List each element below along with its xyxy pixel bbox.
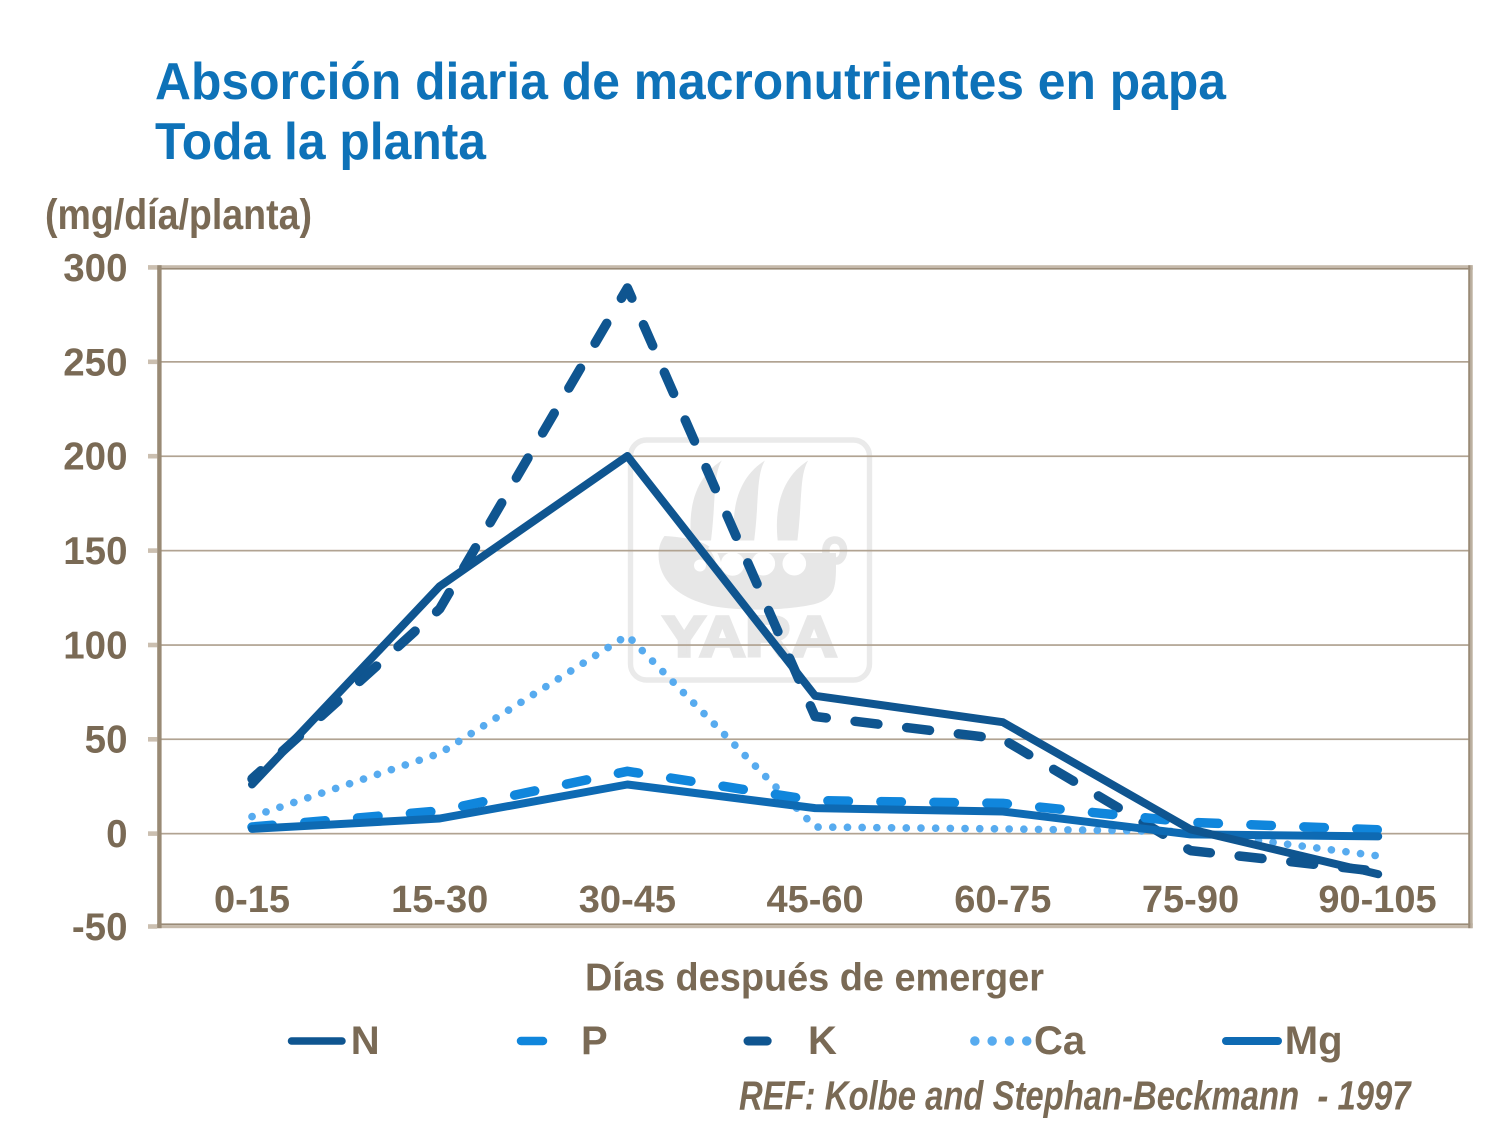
- svg-text:75-90: 75-90: [1142, 879, 1239, 921]
- svg-text:Toda la planta: Toda la planta: [155, 113, 487, 171]
- svg-text:45-60: 45-60: [766, 879, 863, 921]
- svg-text:Días después de emerger: Días después de emerger: [585, 957, 1044, 1000]
- svg-text:N: N: [351, 1019, 380, 1063]
- svg-text:0: 0: [106, 813, 127, 856]
- svg-text:(mg/día/planta): (mg/día/planta): [45, 191, 312, 239]
- svg-text:200: 200: [63, 436, 127, 479]
- svg-text:30-45: 30-45: [579, 879, 676, 921]
- svg-text:50: 50: [85, 719, 128, 762]
- svg-text:0-15: 0-15: [214, 879, 290, 921]
- svg-text:Absorción diaria de macronutri: Absorción diaria de macronutrientes en p…: [155, 53, 1227, 111]
- svg-text:300: 300: [63, 247, 127, 290]
- svg-text:15-30: 15-30: [391, 879, 488, 921]
- svg-text:Mg: Mg: [1285, 1019, 1343, 1063]
- svg-text:P: P: [581, 1019, 608, 1063]
- svg-text:K: K: [808, 1019, 837, 1063]
- svg-text:Ca: Ca: [1034, 1019, 1086, 1063]
- svg-text:REF: Kolbe and Stephan-Beckman: REF: Kolbe and Stephan-Beckmann - 1997: [739, 1073, 1412, 1119]
- svg-text:90-105: 90-105: [1318, 879, 1436, 921]
- svg-text:100: 100: [63, 625, 127, 668]
- svg-text:60-75: 60-75: [954, 879, 1051, 921]
- svg-text:-50: -50: [72, 906, 128, 949]
- svg-text:150: 150: [63, 530, 127, 573]
- svg-text:250: 250: [63, 341, 127, 384]
